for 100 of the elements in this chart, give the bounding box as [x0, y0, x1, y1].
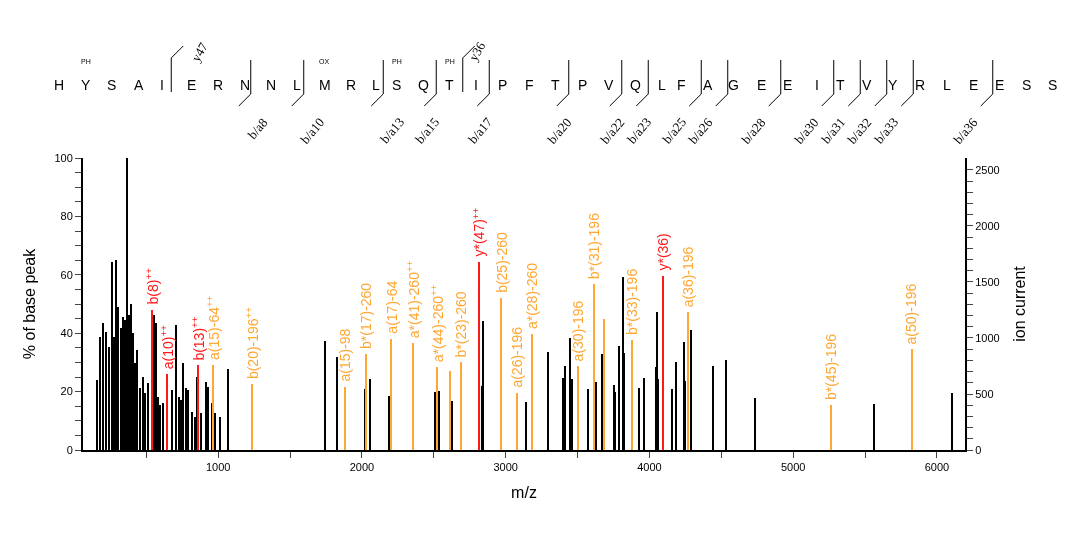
y-axis-title: % of base peak	[20, 247, 38, 360]
y2-axis-title: ion current	[1010, 265, 1028, 342]
annotation: b*(23)-260	[452, 291, 469, 358]
x-tick-label: 3000	[493, 461, 518, 474]
annotation: b*(17)-260	[358, 282, 375, 349]
text: N	[240, 77, 251, 93]
y-tick-label: 20	[60, 385, 73, 398]
annotation: a(30)-196	[569, 300, 586, 362]
text: A	[703, 77, 713, 93]
text: Q	[418, 77, 429, 93]
bar	[662, 276, 664, 450]
bar	[531, 334, 533, 450]
annotation: y*(36)	[654, 233, 671, 271]
x-tick-label: 1000	[205, 461, 231, 474]
bar	[500, 298, 502, 450]
y2-tick-label: 1500	[975, 275, 1000, 288]
text: F	[525, 77, 534, 93]
bar	[197, 365, 199, 450]
text: y36	[465, 38, 489, 64]
text: E	[757, 77, 767, 93]
text: P	[578, 77, 588, 93]
text: L	[372, 77, 380, 93]
x-tick-label: 2000	[349, 461, 375, 474]
annotation: a(36)-196	[679, 246, 696, 308]
text: Y	[81, 77, 91, 93]
bar	[151, 310, 153, 450]
text: E	[783, 77, 793, 93]
text: S	[107, 77, 117, 93]
text: R	[915, 77, 926, 93]
annotation: a(15)-98	[336, 328, 353, 382]
text: R	[213, 77, 224, 93]
text: V	[604, 77, 614, 93]
text: T	[836, 77, 845, 93]
bar	[412, 343, 414, 450]
text: E	[995, 77, 1005, 93]
text: I	[815, 77, 819, 93]
y-tick-label: 80	[60, 210, 73, 223]
annotation: a*(28)-260	[523, 262, 540, 330]
annotation: b*(31)-196	[585, 212, 602, 280]
bar	[830, 405, 832, 450]
text: y47	[188, 39, 212, 65]
annotation: a(50)-196	[903, 283, 920, 345]
text: T	[445, 77, 454, 93]
bar	[344, 387, 346, 450]
x-tick-label: 5000	[780, 461, 806, 474]
bar	[390, 339, 392, 450]
annotation: a(26)-196	[509, 326, 526, 388]
annotation: b(25)-260	[493, 231, 510, 293]
text: G	[728, 77, 739, 93]
text: H	[54, 77, 65, 93]
bar	[593, 284, 595, 450]
bar	[911, 349, 913, 450]
text: L	[293, 77, 301, 93]
y2-tick-label: 0	[975, 443, 982, 456]
text: S	[392, 77, 402, 93]
bar	[478, 262, 480, 450]
text: S	[1048, 77, 1058, 93]
annotation: b*(45)-196	[822, 333, 839, 401]
bar	[687, 312, 689, 450]
bar	[212, 365, 214, 450]
text: L	[658, 77, 666, 93]
x-axis-title: m/z	[511, 484, 537, 502]
annotation: b*(33)-196	[624, 268, 641, 335]
bar	[516, 393, 518, 450]
bar	[577, 366, 579, 450]
text: T	[551, 77, 560, 93]
bar	[166, 374, 168, 450]
text: M	[319, 77, 331, 93]
text: A	[134, 77, 144, 93]
text: S	[1022, 77, 1032, 93]
y-tick-label: 40	[60, 327, 73, 340]
bar	[365, 354, 367, 450]
bar	[603, 319, 605, 450]
x-tick-label: 6000	[924, 461, 950, 474]
y2-tick-label: 1000	[975, 331, 1000, 344]
bar	[436, 367, 438, 450]
annotation: a(17)-64	[383, 280, 400, 334]
y2-tick-label: 2500	[975, 163, 1000, 176]
y-tick-label: 60	[60, 268, 73, 281]
bar	[631, 340, 633, 450]
text: N	[266, 77, 277, 93]
y2-tick-label: 500	[975, 387, 994, 400]
text: I	[160, 77, 164, 93]
text: E	[187, 77, 197, 93]
bar	[251, 384, 253, 450]
y-tick-label: 100	[54, 151, 73, 164]
bar	[460, 362, 462, 450]
text: I	[474, 77, 478, 93]
text: L	[943, 77, 951, 93]
text: b/a8	[244, 115, 271, 142]
text: F	[677, 77, 686, 93]
x-tick-label: 4000	[637, 461, 662, 474]
y-tick-label: 0	[66, 443, 73, 456]
text: Q	[630, 77, 641, 93]
y2-tick-label: 2000	[975, 219, 1000, 232]
text: E	[969, 77, 979, 93]
bar	[449, 371, 451, 450]
text: Y	[888, 77, 898, 93]
text: P	[498, 77, 508, 93]
text: V	[862, 77, 872, 93]
